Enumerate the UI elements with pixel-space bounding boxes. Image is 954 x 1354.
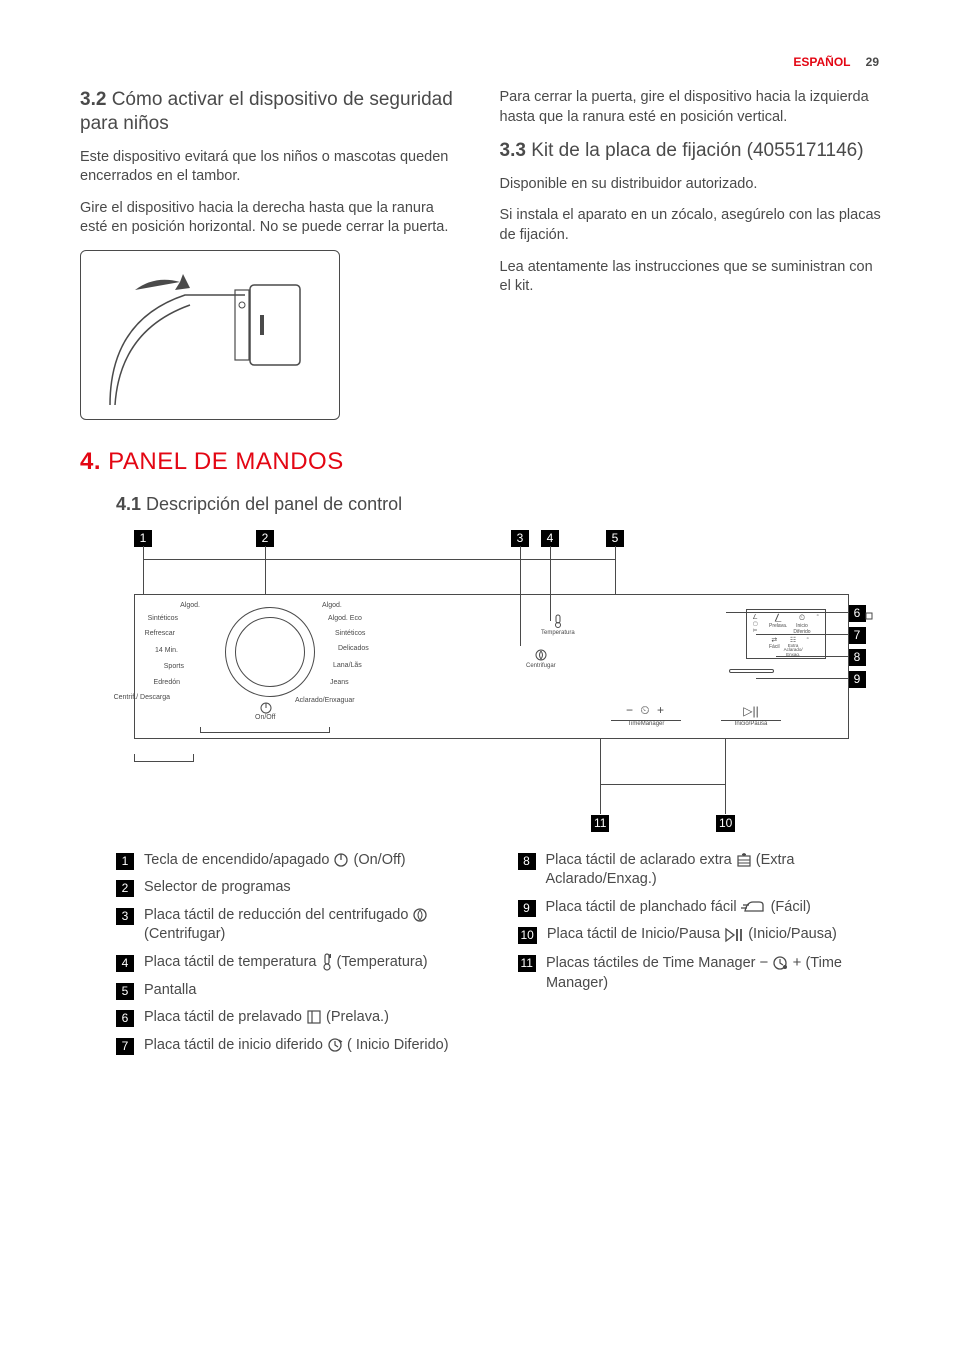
legend-item: 8 Placa táctil de aclarado extra (Extra A… — [518, 851, 885, 890]
callout-5: 5 — [606, 530, 624, 547]
lines-icon: ⊨ — [753, 628, 758, 635]
callout-7: 7 — [848, 627, 866, 644]
sec32-p1: Este dispositivo evitará que los niños o… — [80, 148, 465, 187]
program-label: Algod. — [322, 602, 342, 609]
legend-item: 1 Tecla de encendido/apagado (On/Off) — [116, 851, 483, 871]
legend-text: Placa táctil de Inicio/Pausa (Inicio/Pau… — [547, 925, 837, 945]
legend-item: 6 Placa táctil de prelavado (Prelava.) — [116, 1008, 483, 1028]
callout-4: 4 — [541, 530, 559, 547]
temp-icon — [553, 614, 563, 628]
callout-2: 2 — [256, 530, 274, 547]
touch-panel-area: Temperatura Centrifugar ⎳ ▢ ⊨ ⎳ Prelava. — [511, 609, 831, 729]
program-label: 14 Min. — [155, 647, 178, 654]
legend-item: 2 Selector de programas — [116, 878, 483, 898]
program-label: Algod. Eco — [328, 615, 362, 622]
sec32-p2: Gire el dispositivo hacia la derecha has… — [80, 199, 465, 238]
program-label: Sintéticos — [148, 615, 178, 622]
program-label: Refrescar — [145, 630, 175, 637]
prelava-icon: ⎳ — [753, 614, 758, 621]
legend-num: 9 — [518, 900, 536, 917]
display-box: ⎳ ▢ ⊨ ⎳ Prelava. ⏲ Inicio Diferido ▫ ⇄ F… — [746, 609, 826, 659]
legend-item: 4 Placa táctil de temperatura (Temperatur… — [116, 953, 483, 973]
legend-text: Pantalla — [144, 981, 196, 1001]
section-3-3-heading: 3.3 Kit de la placa de fijación (4055171… — [500, 139, 885, 163]
legend-text: Selector de programas — [144, 878, 291, 898]
legend-item: 7 Placa táctil de inicio diferido ( Inici… — [116, 1036, 483, 1056]
header-page: 29 — [866, 55, 879, 69]
legend-item: 5 Pantalla — [116, 981, 483, 1001]
legend-text: Placas táctiles de Time Manager − + (Tim… — [546, 953, 884, 993]
program-label: Centrif./ Descarga — [114, 694, 170, 701]
callout-11: 11 — [591, 815, 609, 832]
legend-text: Placa táctil de inicio diferido ( Inicio… — [144, 1036, 449, 1056]
legend-text: Placa táctil de prelavado (Prelava.) — [144, 1008, 389, 1028]
child-lock-illustration — [80, 250, 340, 420]
legend-text: Placa táctil de temperatura (Temperatura… — [144, 953, 428, 973]
legend-item: 9 Placa táctil de planchado fácil (Fácil) — [518, 898, 885, 918]
legend-num: 10 — [518, 927, 537, 944]
legend-item: 11 Placas táctiles de Time Manager − + (T… — [518, 953, 885, 993]
program-label: Jeans — [330, 679, 349, 686]
callout-8: 8 — [848, 649, 866, 666]
legend-num: 3 — [116, 908, 134, 925]
legend-text: Placa táctil de planchado fácil (Fácil) — [546, 898, 811, 918]
box-icon: ▢ — [753, 621, 758, 628]
program-label: Aclarado/Enxaguar — [295, 697, 355, 704]
header-lang: ESPAÑOL — [793, 55, 850, 69]
legend-text: Placa táctil de aclarado extra (Extra Ac… — [546, 851, 885, 890]
callout-3: 3 — [511, 530, 529, 547]
legend-num: 4 — [116, 955, 134, 972]
legend-num: 2 — [116, 880, 134, 897]
callout-6: 6 — [848, 605, 866, 622]
legend-text: Tecla de encendido/apagado (On/Off) — [144, 851, 406, 871]
program-label: Lana/Lãs — [333, 662, 362, 669]
legend-num: 8 — [518, 853, 536, 870]
legend-item: 10 Placa táctil de Inicio/Pausa (Inicio/P… — [518, 925, 885, 945]
spin-icon — [535, 649, 547, 661]
program-label: Sports — [164, 663, 184, 670]
section-4-1-heading: 4.1 Descripción del panel de control — [116, 494, 884, 515]
sec33-p3: Lea atentamente las instrucciones que se… — [500, 258, 885, 297]
section-4-heading: 4. PANEL DE MANDOS — [80, 448, 884, 476]
page-header: ESPAÑOL 29 — [793, 55, 879, 69]
section-3-2-heading: 3.2 Cómo activar el dispositivo de segur… — [80, 88, 465, 136]
legend-item: 3 Placa táctil de reducción del centrifug… — [116, 906, 483, 945]
program-label: Sintéticos — [335, 630, 365, 637]
onoff-label: On/Off — [255, 714, 276, 721]
callout-1: 1 — [134, 530, 152, 547]
control-panel-diagram: 1 2 3 4 5 6 7 8 9 11 10 Algod.Sintéticos… — [116, 529, 866, 839]
sec33-p2: Si instala el aparato en un zócalo, aseg… — [500, 206, 885, 245]
legend-num: 6 — [116, 1010, 134, 1027]
program-label: Algod. — [180, 602, 200, 609]
sec33-p1: Disponible en su distribuidor autorizado… — [500, 175, 885, 195]
legend-num: 7 — [116, 1038, 134, 1055]
program-label: Delicados — [338, 645, 369, 652]
callout-9: 9 — [848, 671, 866, 688]
program-dial-area: Algod.SintéticosRefrescar14 Min.SportsEd… — [140, 599, 380, 734]
legend-num: 5 — [116, 983, 134, 1000]
legend-num: 1 — [116, 853, 134, 870]
legend-num: 11 — [518, 955, 536, 972]
callout-10: 10 — [716, 815, 735, 832]
sec32-right-p1: Para cerrar la puerta, gire el dispositi… — [500, 88, 885, 127]
legend-text: Placa táctil de reducción del centrifuga… — [144, 906, 483, 945]
program-label: Edredón — [154, 679, 180, 686]
